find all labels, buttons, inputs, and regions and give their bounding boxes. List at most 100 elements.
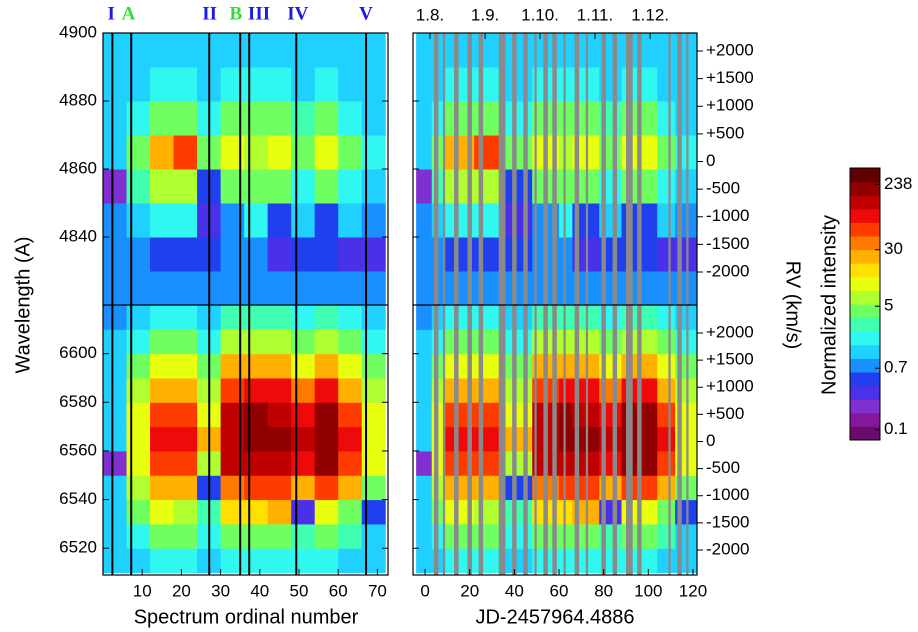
heat-cell — [173, 135, 198, 170]
heat-cell — [173, 305, 198, 330]
heat-cell — [505, 329, 533, 355]
heat-cell — [657, 101, 676, 136]
colorbar-band — [850, 263, 880, 278]
heat-cell — [173, 203, 198, 238]
heat-cell — [126, 548, 151, 574]
y-tick-label: 4880 — [59, 90, 97, 109]
x-tick-label: 10 — [133, 581, 152, 600]
heat-cell — [338, 237, 363, 272]
heat-cell — [505, 169, 533, 204]
data-gap — [512, 33, 517, 575]
heat-cell — [338, 450, 363, 476]
heat-cell — [103, 329, 128, 355]
heat-cell — [338, 305, 363, 330]
heat-cell — [505, 101, 533, 136]
heat-cell — [416, 402, 433, 428]
rv-tick-label: -1000 — [706, 485, 749, 504]
data-gap — [552, 33, 557, 575]
heat-cell — [244, 135, 269, 170]
heat-cell — [338, 101, 363, 136]
heat-cell — [559, 329, 573, 355]
heat-cell — [244, 329, 269, 355]
colorbar-band — [850, 412, 880, 427]
heat-cell — [559, 523, 573, 549]
heat-cell — [559, 101, 573, 136]
heat-cell — [338, 33, 363, 68]
heat-cell — [126, 67, 151, 102]
heat-cell — [103, 377, 128, 403]
heat-cell — [126, 271, 151, 306]
heat-cell — [244, 402, 269, 428]
heat-cell — [559, 33, 573, 68]
y-tick-label: 6520 — [59, 538, 97, 557]
heat-cell — [338, 203, 363, 238]
heat-cell — [173, 402, 198, 428]
colorbar-band — [850, 290, 880, 305]
heat-cell — [314, 426, 339, 452]
heat-cell — [657, 203, 676, 238]
heat-cell — [126, 499, 151, 525]
plot-frame — [102, 32, 389, 576]
heat-cell — [244, 353, 269, 379]
x2-tick-label: 120 — [679, 581, 707, 600]
heat-cell — [244, 305, 269, 330]
heat-cell — [314, 67, 339, 102]
heat-cell — [103, 67, 128, 102]
rv-tick-label: +1000 — [706, 377, 754, 396]
rv-tick-label: +500 — [706, 404, 744, 423]
colorbar-band — [850, 304, 880, 319]
heat-cell — [416, 33, 433, 68]
heat-cell — [338, 67, 363, 102]
rv-tick-label: -500 — [706, 458, 740, 477]
heat-cell — [291, 169, 316, 204]
event-label: V — [359, 3, 373, 24]
heat-cell — [559, 135, 573, 170]
data-gap — [574, 33, 580, 575]
heat-cell — [505, 353, 533, 379]
rv-tick-label: -1000 — [706, 206, 749, 225]
x2-axis-label: JD-2457964.4886 — [475, 606, 634, 628]
heat-cell — [314, 402, 339, 428]
y-tick-label: 4900 — [59, 22, 97, 41]
heat-cell — [244, 450, 269, 476]
heat-cell — [559, 305, 573, 330]
event-label: I — [108, 3, 115, 24]
heat-cell — [559, 450, 573, 476]
colorbar-band — [850, 195, 880, 210]
heat-cell — [267, 271, 292, 306]
heat-cell — [291, 475, 316, 501]
heat-cell — [150, 475, 175, 501]
heat-cell — [559, 353, 573, 379]
plot-frame — [412, 32, 698, 576]
heat-cell — [173, 475, 198, 501]
rv-tick-label: +500 — [706, 123, 744, 142]
heat-cell — [657, 402, 676, 428]
heat-cell — [244, 271, 269, 306]
heat-cell — [244, 67, 269, 102]
heat-cell — [126, 450, 151, 476]
heat-cell — [505, 305, 533, 330]
heat-cell — [338, 475, 363, 501]
heat-cell — [291, 523, 316, 549]
colorbar-band — [850, 181, 880, 196]
heat-cell — [103, 353, 128, 379]
heat-cell — [416, 475, 433, 501]
heat-cell — [657, 169, 676, 204]
heat-cell — [267, 475, 292, 501]
date-tick-label: 1.12. — [631, 5, 669, 24]
data-gap — [563, 33, 566, 575]
event-label: A — [122, 3, 136, 24]
heat-cell — [150, 135, 175, 170]
heat-cell — [150, 377, 175, 403]
heat-cell — [338, 523, 363, 549]
heat-cell — [267, 135, 292, 170]
heat-cell — [150, 329, 175, 355]
data-gap — [478, 33, 484, 575]
heat-cell — [126, 402, 151, 428]
heat-cell — [559, 271, 573, 306]
data-gap — [668, 33, 671, 575]
heat-cell — [267, 203, 292, 238]
x2-tick-label: 100 — [634, 581, 662, 600]
x-tick-label: 70 — [368, 581, 387, 600]
heat-cell — [126, 237, 151, 272]
